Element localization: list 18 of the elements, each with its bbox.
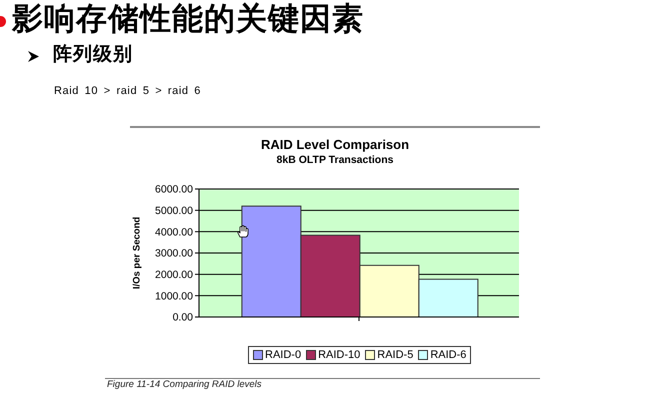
text: 影响存储性能的关键因素	[12, 1, 364, 38]
text: 阵列级别	[53, 43, 133, 66]
y-axis-title: I/Os per Second	[131, 216, 142, 290]
y-tick-label: 3000.00	[155, 248, 194, 260]
legend-label: RAID-0	[265, 349, 302, 361]
y-tick-label: 5000.00	[155, 205, 194, 218]
text: Raid 10 > raid 5 > raid 6	[54, 85, 202, 98]
chart-title: RAID Level Comparison	[260, 137, 410, 153]
legend-label: RAID-5	[377, 349, 414, 361]
y-tick-label: 1000.00	[155, 290, 194, 302]
legend-label: RAID-10	[318, 349, 360, 361]
y-tick-label: 2000.00	[155, 269, 194, 282]
legend-label: RAID-6	[430, 349, 466, 361]
y-tick-label: 6000.00	[155, 184, 194, 196]
chart-subtitle: 8kB OLTP Transactions	[276, 154, 394, 166]
y-tick-label: 0.00	[172, 312, 194, 324]
caption: Figure 11-14 Comparing RAID levels	[107, 379, 262, 391]
y-tick-label: 4000.00	[155, 226, 194, 238]
